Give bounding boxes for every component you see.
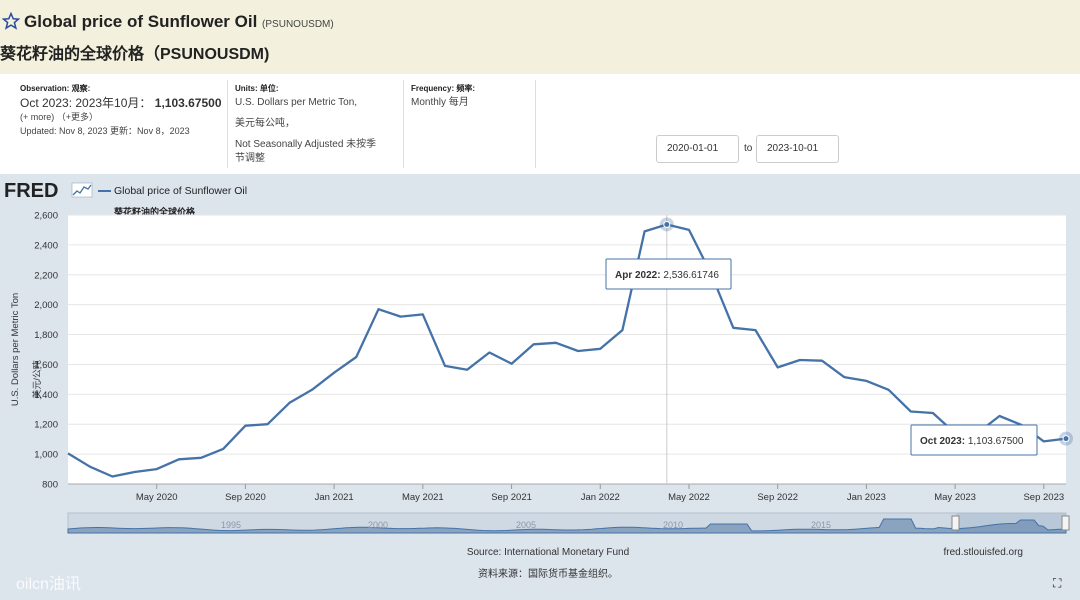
x-tick-label: Sep 2022 (757, 492, 798, 503)
tooltip-box (605, 258, 732, 290)
x-tick-label: Jan 2021 (315, 492, 354, 503)
watermark: oilcn油讯 (16, 576, 81, 593)
divider (403, 80, 404, 168)
y-tick-label: 2,200 (34, 270, 58, 281)
x-tick-label: Jan 2022 (581, 492, 620, 503)
units-text: U.S. Dollars per Metric Ton, (235, 97, 358, 108)
navigator-label: 2005 (516, 520, 536, 530)
navigator-series (67, 518, 1067, 534)
source-text: Source: International Monetary Fund (467, 547, 629, 558)
divider (535, 80, 536, 168)
navigator-label: 1995 (221, 520, 241, 530)
range-navigator[interactable]: 1995 2000 2005 2010 2015 (67, 512, 1070, 534)
navigator-label: 2015 (811, 520, 831, 530)
frequency-label: Frequency: 频率: (411, 84, 476, 93)
y-tick-label: 800 (42, 480, 58, 491)
series-meta: Observation: 观察: Oct 2023: 2023年10月： 1,1… (0, 74, 1080, 174)
tooltip-box (910, 424, 1038, 456)
date-to-word: to (744, 143, 753, 154)
y-tick-label: 1,800 (34, 330, 58, 341)
y-tick-label: 1,400 (34, 390, 58, 401)
observation-line: Oct 2023: 2023年10月： 1,103.67500 (20, 96, 225, 110)
series-id: (PSUNOUSDM) (262, 19, 334, 30)
tooltip-value: 1,103.67500 (968, 436, 1024, 447)
legend-series-label: Global price of Sunflower Oil (114, 185, 247, 197)
divider (227, 80, 228, 168)
observation-label: Observation: 观察: (20, 84, 91, 93)
observation-value: 1,103.67500 (154, 96, 222, 110)
x-tick-label: Sep 2021 (491, 492, 532, 503)
navigator-labels: 1995 2000 2005 2010 2015 (221, 520, 831, 530)
x-tick-label: May 2020 (136, 492, 178, 503)
units-cn-text: 美元每公吨， (235, 118, 295, 129)
y-tick-label: 1,600 (34, 360, 58, 371)
tooltip-text: Oct 2023: 1,103.67500 (920, 436, 1024, 447)
frequency-column: Frequency: 频率: Monthly 每月 (411, 82, 531, 110)
updated-text: Updated: Nov 8, 2023 更新：Nov 8，2023 (20, 126, 190, 136)
x-tick-label: Jan 2023 (847, 492, 886, 503)
source-text-cn: 资料来源：国际货币基金组织。 (478, 567, 618, 580)
y-tick-label: 2,000 (34, 300, 58, 311)
x-tick-label: May 2021 (402, 492, 444, 503)
date-from-input[interactable]: 2020-01-01 (656, 135, 739, 163)
site-link[interactable]: fred.stlouisfed.org (944, 547, 1024, 558)
seasonal-cn-text: 节调整 (235, 153, 265, 164)
page-title-cn: 葵花籽油的全球价格（PSUNOUSDM) (0, 46, 270, 63)
seasonal-text: Not Seasonally Adjusted 未按季 (235, 139, 377, 150)
plot-area (68, 215, 1066, 484)
tooltip-date: Apr 2022: (615, 270, 663, 281)
page-title: Global price of Sunflower Oil (PSUNOUSDM… (24, 12, 334, 31)
page-header: Global price of Sunflower Oil (PSUNOUSDM… (0, 0, 1080, 74)
tooltip-text: Apr 2022: 2,536.61746 (615, 270, 719, 281)
tooltips: Apr 2022: 2,536.61746 Oct 2023: 1,103.675… (605, 217, 1073, 456)
fullscreen-icon[interactable]: ⛶ (1053, 576, 1062, 590)
navigator-left-handle[interactable] (951, 515, 960, 531)
units-column: Units: 单位: U.S. Dollars per Metric Ton, … (235, 82, 395, 166)
observation-column: Observation: 观察: Oct 2023: 2023年10月： 1,1… (20, 82, 225, 138)
highlight-point (663, 220, 671, 228)
grid (68, 214, 1066, 485)
highlight-point (1062, 435, 1070, 443)
x-tick-label: May 2023 (934, 492, 976, 503)
x-axis: May 2020 Sep 2020 Jan 2021 May 2021 Sep 2021… (68, 483, 1066, 503)
series-line (67, 223, 1067, 478)
tooltip-value: 2,536.61746 (663, 270, 719, 281)
y-tick-label: 2,400 (34, 240, 58, 251)
y-tick-label: 1,000 (34, 450, 58, 461)
navigator-right-handle[interactable] (1061, 515, 1070, 531)
date-to-input[interactable]: 2023-10-01 (756, 135, 839, 163)
chart-area: FRED Global price of Sunflower Oil 葵花籽油的… (0, 174, 1080, 600)
frequency-text: Monthly 每月 (411, 97, 469, 108)
observation-date: Oct 2023: 2023年10月： (20, 96, 152, 110)
x-tick-label: May 2022 (668, 492, 710, 503)
fred-logo: FRED (4, 180, 58, 202)
fred-logo-icon (71, 182, 93, 198)
units-label: Units: 单位: (235, 84, 279, 93)
y-axis-label: U.S. Dollars per Metric Ton (10, 293, 21, 406)
y-axis-label-cn: 美元/公吨 (31, 360, 42, 399)
x-tick-label: Sep 2020 (225, 492, 266, 503)
tooltip-date: Oct 2023: (920, 436, 968, 447)
y-axis: 800 1,000 1,200 1,400 1,600 1,800 2,000 2,200 2,… (34, 211, 58, 491)
star-icon[interactable] (2, 12, 20, 30)
y-tick-label: 2,600 (34, 211, 58, 222)
more-link[interactable]: (+ more) （+更多） (20, 112, 99, 122)
x-tick-label: Sep 2023 (1023, 492, 1064, 503)
navigator-label: 2010 (663, 520, 683, 530)
legend-series-label-cn: 葵花籽油的全球价格 (113, 206, 196, 217)
line-chart: FRED Global price of Sunflower Oil 葵花籽油的… (4, 180, 1073, 580)
y-tick-label: 1,200 (34, 420, 58, 431)
navigator-label: 2000 (368, 520, 388, 530)
